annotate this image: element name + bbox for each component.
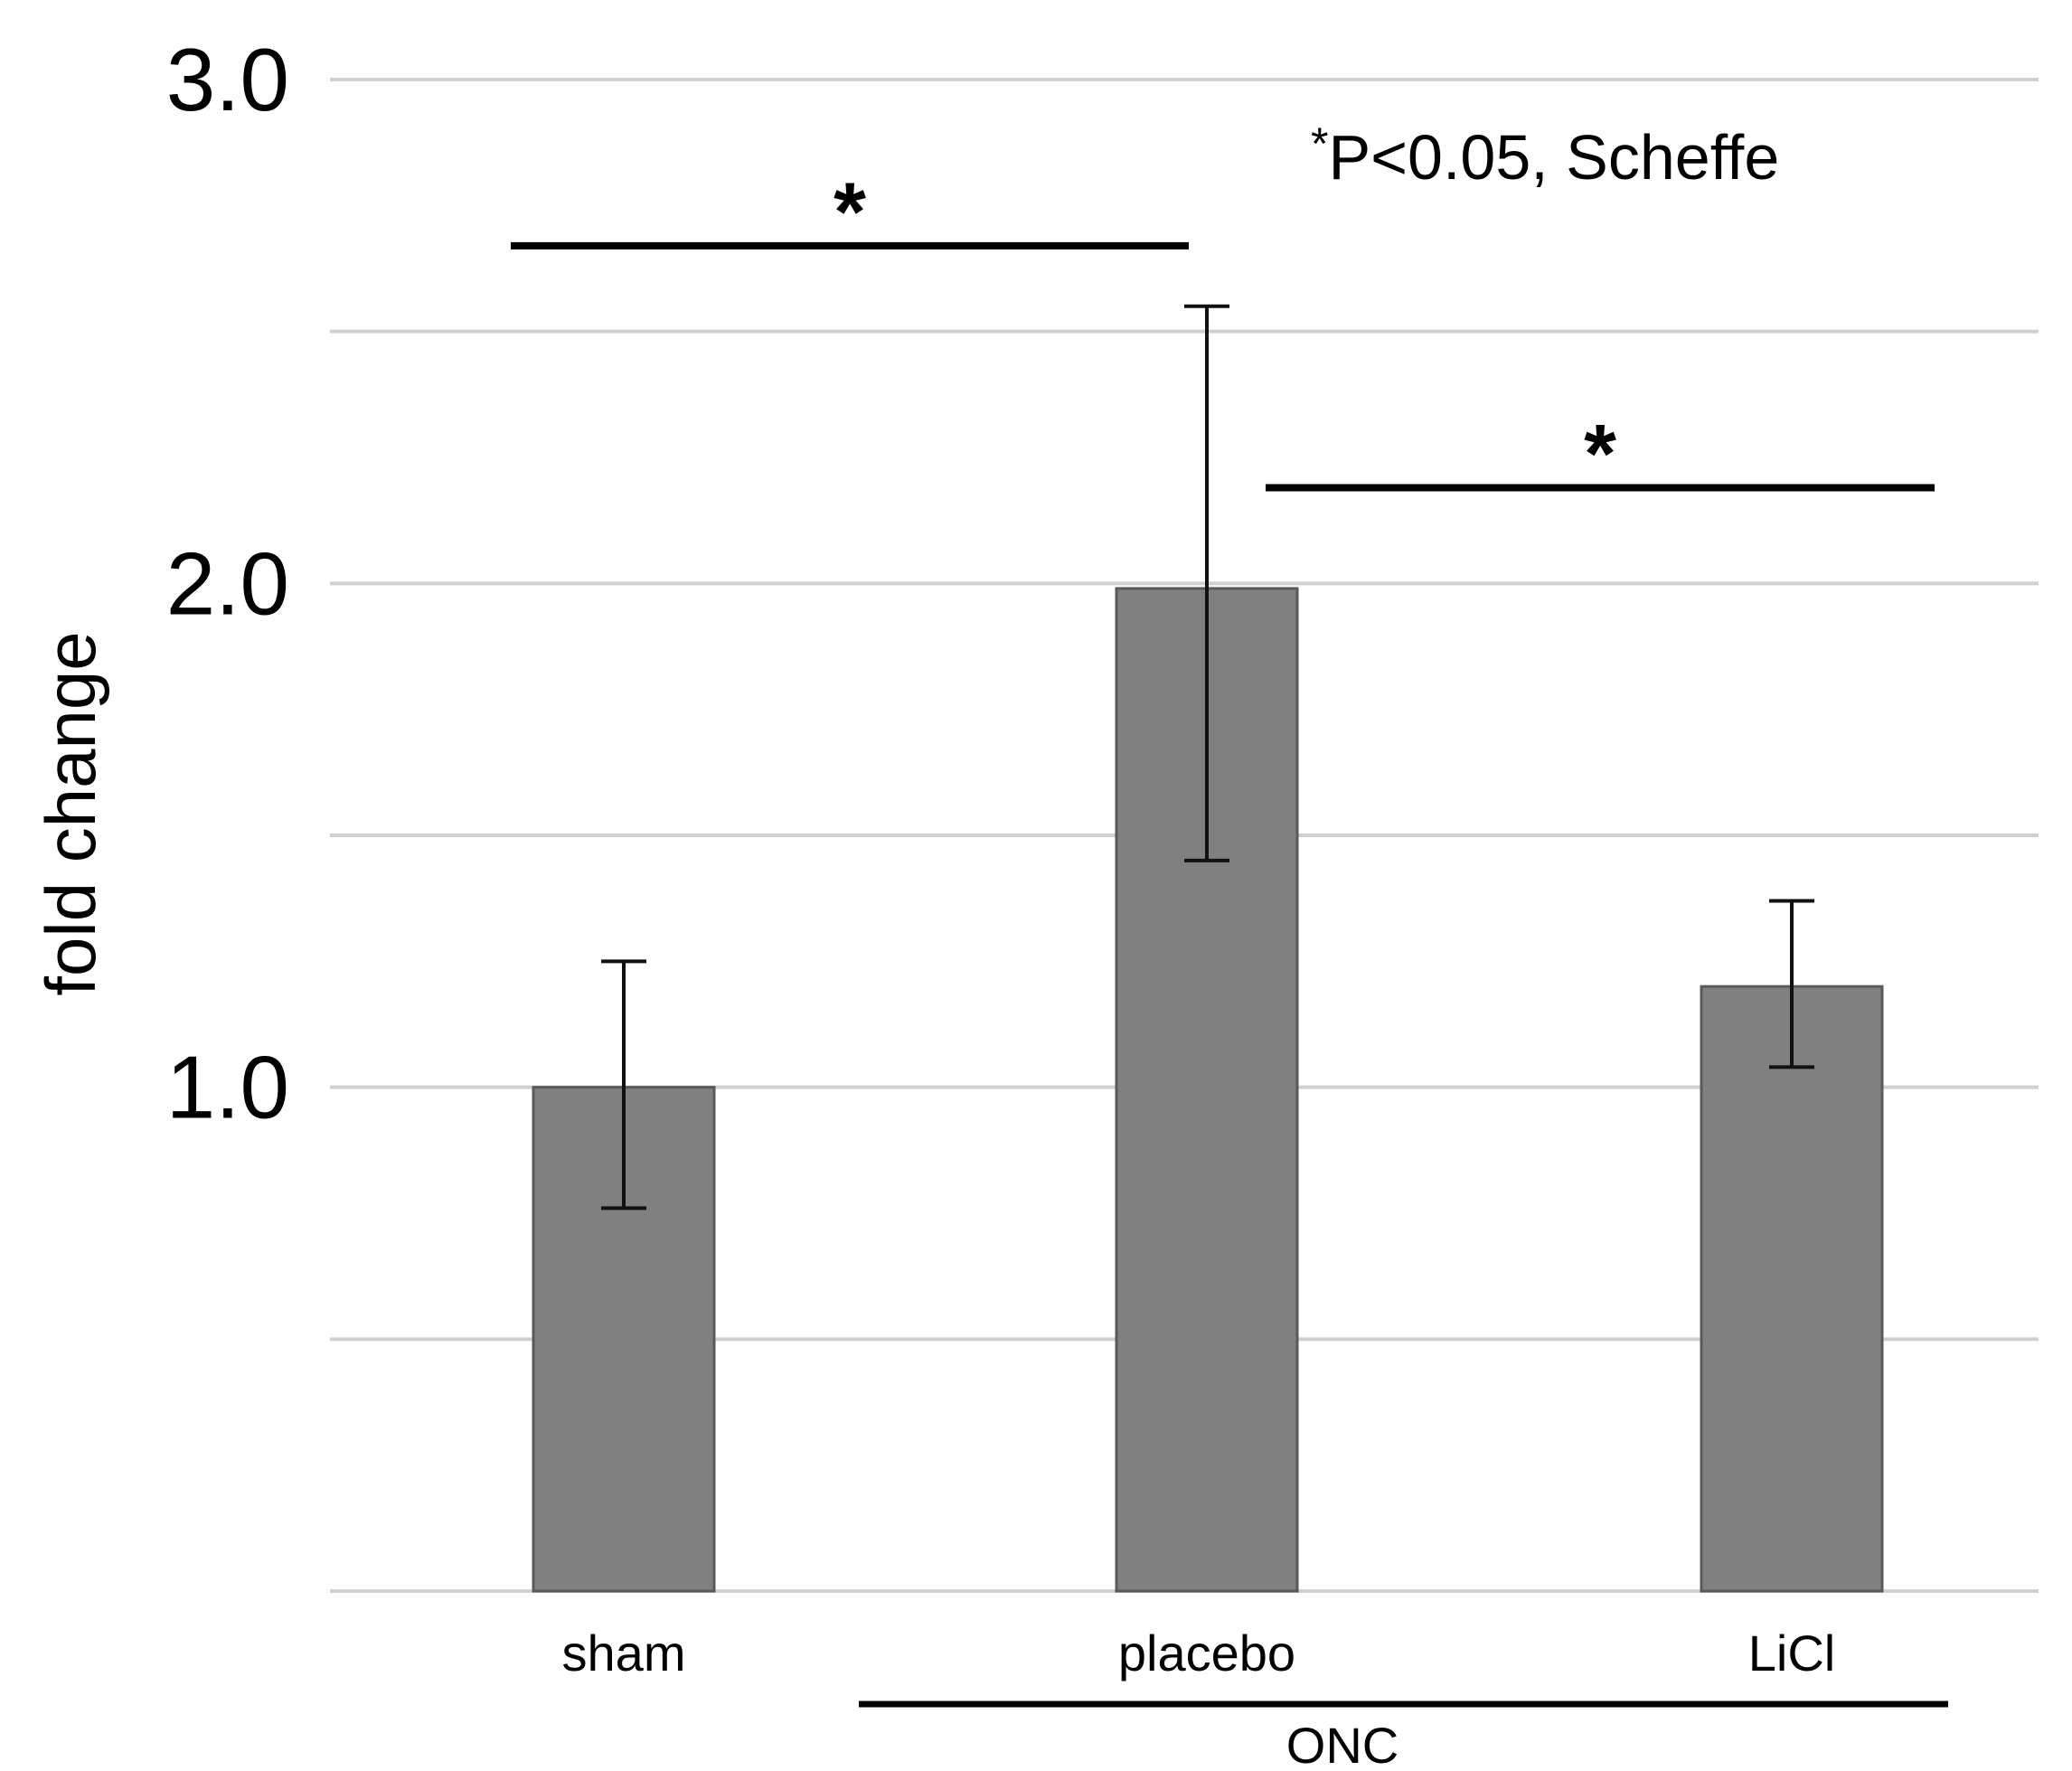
bar-licl [1700,984,1884,1593]
significance-star: * [1584,408,1616,500]
annotation-text: P<0.05, Scheffe [1328,122,1779,193]
x-tick-label: sham [562,1625,686,1682]
significance-star: * [834,166,866,259]
group-label: ONC [1286,1717,1399,1771]
y-tick-label: 3.0 [166,30,289,129]
x-axis-ticks: sham placebo LiCl [562,1625,1836,1682]
annotation-star: * [1311,118,1328,169]
x-tick-label: LiCl [1748,1625,1835,1682]
x-tick-label: placebo [1118,1625,1295,1682]
y-axis-label: fold change [31,631,110,995]
error-bars [601,304,1814,1210]
y-tick-label: 1.0 [166,1038,289,1137]
y-axis-ticks: 3.0 2.0 1.0 [166,30,289,1137]
significance-annotation: *P<0.05, Scheffe [1311,118,1779,193]
significance-brackets: ** [511,166,1935,500]
y-tick-label: 2.0 [166,533,289,633]
